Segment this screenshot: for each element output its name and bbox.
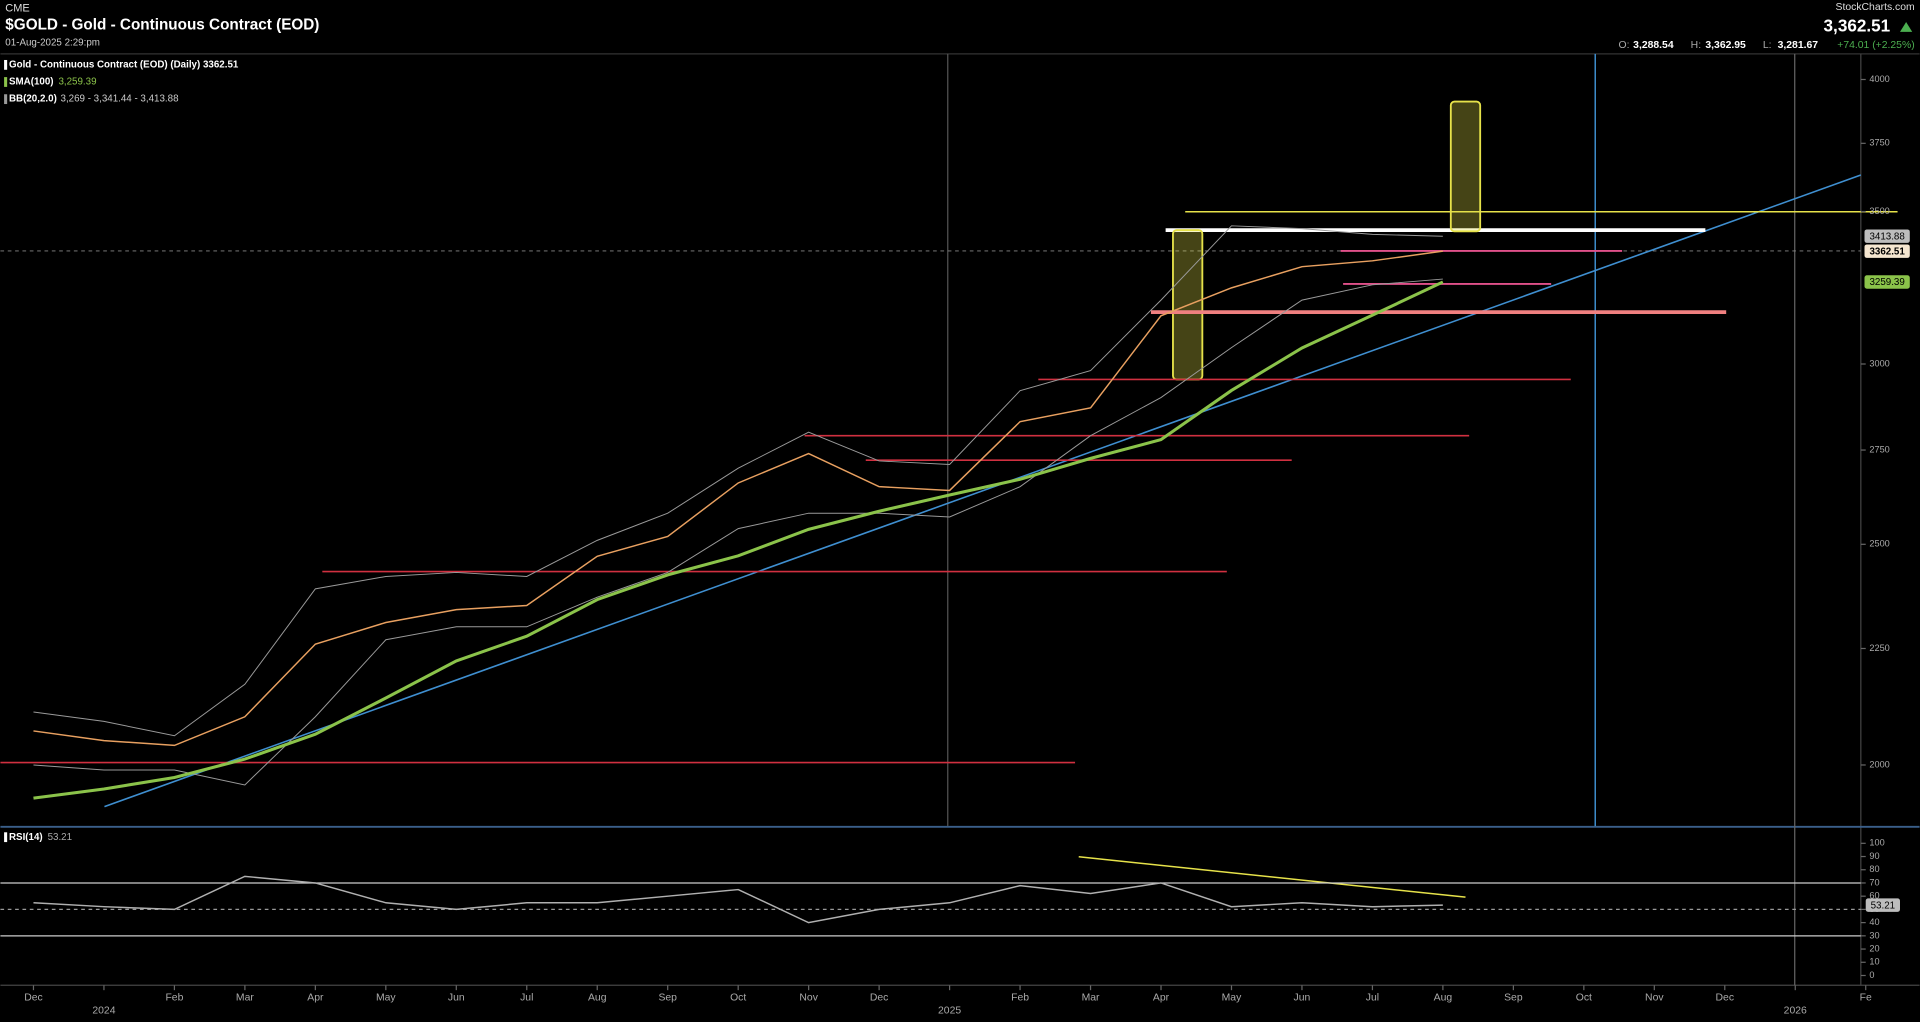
series-line xyxy=(33,280,1444,800)
x-tick-label: Jun xyxy=(1294,992,1311,1003)
ohlc-key: O: xyxy=(1618,40,1629,51)
price-tag-label: 3413.88 xyxy=(1869,231,1905,242)
chart-title: $GOLD - Gold - Continuous Contract (EOD) xyxy=(5,17,319,34)
rsi-tag xyxy=(1865,898,1900,912)
ohlc-key: H: xyxy=(1691,40,1701,51)
x-tick-label: Dec xyxy=(870,992,888,1003)
legend-entry: BB(20,2.0) xyxy=(9,94,57,105)
y-tick-label: 90 xyxy=(1869,851,1879,861)
y-tick-label: 2000 xyxy=(1869,759,1889,769)
x-tick-label: Apr xyxy=(1153,992,1170,1003)
y-tick-label: 3500 xyxy=(1869,206,1889,216)
y-tick-label: 2750 xyxy=(1869,444,1889,454)
y-tick-label: 2500 xyxy=(1869,539,1889,549)
price-tag xyxy=(1864,275,1910,289)
x-tick-label: Sep xyxy=(658,992,677,1003)
x-tick-label: Feb xyxy=(165,992,183,1003)
legend-entry: RSI(14) xyxy=(9,832,43,843)
x-tick-label: Aug xyxy=(1434,992,1453,1003)
x-tick-label: Jun xyxy=(448,992,465,1003)
x-tick-label: Jul xyxy=(520,992,533,1003)
legend-swatch xyxy=(4,77,8,87)
x-tick-label: 2026 xyxy=(1784,1006,1807,1017)
y-tick-label: 40 xyxy=(1869,917,1879,927)
legend-entry: SMA(100) xyxy=(9,77,54,88)
ohlc-value: 3,288.54 xyxy=(1633,40,1674,51)
x-tick-label: Sep xyxy=(1504,992,1523,1003)
plot: O: 3,288.54 H: 3,362.95 L: 3,281.67 2000 2250 25… xyxy=(0,40,1910,1017)
legend-value: 53.21 xyxy=(48,832,72,843)
price-tag-label: 3259.39 xyxy=(1869,277,1904,288)
y-tick-label: 60 xyxy=(1869,891,1879,901)
brand[interactable]: StockCharts.com xyxy=(1836,2,1915,13)
x-tick-label: May xyxy=(376,992,396,1003)
y-tick-label: 3750 xyxy=(1869,138,1889,148)
legend-entry: Gold - Continuous Contract (EOD) (Daily)… xyxy=(9,59,239,70)
ohlc-value: 3,281.67 xyxy=(1778,40,1819,51)
ohlc-key: L: xyxy=(1763,40,1772,51)
legend-value: 3,269 - 3,341.44 - 3,413.88 xyxy=(61,94,180,105)
x-tick-label: Jul xyxy=(1366,992,1379,1003)
change: +74.01 (+2.25%) xyxy=(1837,40,1914,51)
legend-value: 3,259.39 xyxy=(58,77,96,88)
exchange: CME xyxy=(5,2,29,14)
legend-swatch xyxy=(4,832,8,843)
rsi-trend-line xyxy=(1078,856,1466,898)
x-tick-label: Nov xyxy=(799,992,818,1003)
x-tick-label: 2025 xyxy=(938,1006,961,1017)
y-tick-label: 20 xyxy=(1869,943,1879,953)
x-tick-label: Dec xyxy=(1716,992,1734,1003)
trend-line xyxy=(104,174,1862,808)
bollinger-band xyxy=(33,278,1443,786)
rsi-tag-label: 53.21 xyxy=(1871,900,1895,911)
timestamp: 01-Aug-2025 2:29:pm xyxy=(5,37,100,48)
y-tick-label: 3000 xyxy=(1869,358,1889,368)
x-tick-label: May xyxy=(1222,992,1242,1003)
y-tick-label: 10 xyxy=(1869,957,1879,967)
series-line xyxy=(33,875,1443,924)
bollinger-band xyxy=(33,225,1443,737)
price-tag xyxy=(1864,229,1910,243)
x-tick-label: 2024 xyxy=(92,1006,115,1017)
last-price: 3,362.51 xyxy=(1824,15,1891,35)
x-tick-label: Oct xyxy=(730,992,746,1003)
y-tick-label: 80 xyxy=(1869,864,1879,874)
price-tag xyxy=(1864,244,1910,258)
x-tick-label: Mar xyxy=(236,992,254,1003)
y-tick-label: 0 xyxy=(1869,970,1874,980)
price-tag-label: 3362.51 xyxy=(1869,246,1905,257)
series-line xyxy=(33,250,1443,747)
legend-swatch xyxy=(4,59,8,70)
x-tick-label: Oct xyxy=(1576,992,1592,1003)
x-tick-label: Feb xyxy=(1011,992,1029,1003)
x-tick-label: Aug xyxy=(588,992,607,1003)
x-tick-label: Fe xyxy=(1860,992,1872,1003)
y-tick-label: 70 xyxy=(1869,877,1879,887)
annotations xyxy=(0,100,1898,898)
x-tick-label: Mar xyxy=(1082,992,1100,1003)
x-tick-label: Nov xyxy=(1645,992,1664,1003)
ohlc-value: 3,362.95 xyxy=(1705,40,1746,51)
y-tick-label: 100 xyxy=(1869,838,1884,848)
target-box xyxy=(1449,100,1482,233)
legend-swatch xyxy=(4,94,8,105)
x-tick-label: Apr xyxy=(307,992,324,1003)
y-tick-label: 4000 xyxy=(1869,74,1889,84)
y-tick-label: 2250 xyxy=(1869,643,1889,653)
x-tick-label: Dec xyxy=(24,992,42,1003)
y-tick-label: 30 xyxy=(1869,930,1879,940)
up-arrow xyxy=(1899,22,1913,32)
